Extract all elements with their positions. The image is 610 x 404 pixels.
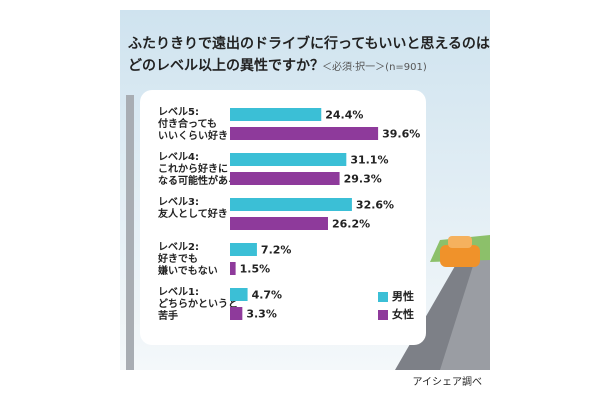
value-label: 26.2% <box>332 218 370 231</box>
category-label: レベル3: <box>158 196 199 208</box>
bar <box>230 288 248 301</box>
value-label: 7.2% <box>261 244 292 257</box>
legend-label: 女性 <box>392 307 414 321</box>
value-label: 31.1% <box>350 154 388 167</box>
legend-swatch <box>378 292 388 302</box>
chart-title: ふたりきりで遠出のドライブに行ってもいいと思えるのは <box>128 35 490 52</box>
chart-title: どのレベル以上の異性ですか？ <box>128 57 324 74</box>
category-label: レベル5: <box>158 106 199 118</box>
value-label: 3.3% <box>246 308 277 321</box>
value-label: 4.7% <box>252 289 283 302</box>
category-label: レベル4: <box>158 151 199 163</box>
value-label: 24.4% <box>325 109 363 122</box>
bar <box>230 217 328 230</box>
category-label: レベル2: <box>158 241 199 253</box>
value-label: 29.3% <box>344 173 382 186</box>
category-label: いいくらい好き <box>158 129 228 142</box>
bar <box>230 153 347 166</box>
category-label: なる可能性がある <box>158 174 238 187</box>
value-label: 32.6% <box>356 199 394 212</box>
category-label: レベル1: <box>158 286 199 298</box>
category-label: 苦手 <box>158 309 178 322</box>
category-label: 嫌いでもない <box>157 264 218 277</box>
value-label: 39.6% <box>382 128 420 141</box>
pole <box>126 95 134 370</box>
car-roof <box>448 236 472 248</box>
value-label: 1.5% <box>240 263 271 276</box>
bar <box>230 307 243 320</box>
bar <box>230 172 340 185</box>
bar <box>230 243 257 256</box>
bar <box>230 262 236 275</box>
category-label: これから好きに <box>158 162 228 175</box>
road-lane <box>440 250 490 370</box>
legend-swatch <box>378 310 388 320</box>
bar <box>230 198 352 211</box>
category-label: どちらかというと <box>158 297 238 310</box>
category-label: 付き合っても <box>158 117 217 130</box>
legend-label: 男性 <box>392 289 414 303</box>
bar <box>230 127 379 140</box>
subtitle: ＜必須·択一＞(n=901) <box>322 60 427 73</box>
category-label: 友人として好き <box>158 207 228 220</box>
bar <box>230 108 322 121</box>
car <box>440 245 480 267</box>
category-label: 好きでも <box>157 252 198 265</box>
source: アイシェア調べ <box>413 375 483 388</box>
